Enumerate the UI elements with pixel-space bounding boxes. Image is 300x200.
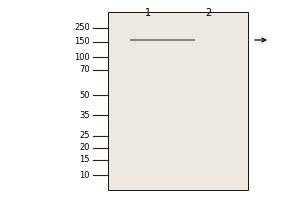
Text: 20: 20 [80, 144, 90, 152]
Text: 10: 10 [80, 170, 90, 180]
Text: 35: 35 [80, 110, 90, 119]
Text: 25: 25 [80, 132, 90, 140]
Text: 150: 150 [74, 38, 90, 46]
Text: 2: 2 [205, 8, 211, 18]
Bar [108, 12, 248, 190]
Text: 100: 100 [74, 52, 90, 62]
Text: 70: 70 [80, 66, 90, 74]
Text: 15: 15 [80, 156, 90, 164]
Text: 1: 1 [145, 8, 151, 18]
Text: 50: 50 [80, 90, 90, 99]
Text: 250: 250 [74, 23, 90, 32]
